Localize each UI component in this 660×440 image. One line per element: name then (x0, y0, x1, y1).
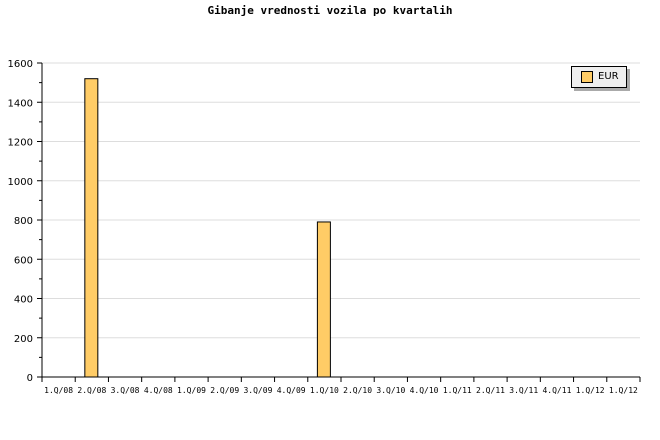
y-tick-label: 400 (14, 295, 33, 306)
y-tick-label: 600 (14, 255, 33, 266)
x-tick-label: 3.Q/08 (111, 386, 140, 395)
x-tick-label: 1.Q/08 (44, 386, 73, 395)
y-tick-label: 200 (14, 334, 33, 345)
x-tick-label: 4.Q/11 (542, 386, 571, 395)
y-tick-label: 800 (14, 216, 33, 227)
x-tick-label: 4.Q/08 (144, 386, 173, 395)
x-tick-label: 1.Q/11 (443, 386, 472, 395)
legend-swatch (581, 71, 593, 83)
bar (84, 78, 99, 378)
y-tick-label: 1200 (8, 138, 33, 149)
x-tick-label: 3.Q/09 (243, 386, 272, 395)
y-tick-label: 1400 (8, 98, 33, 109)
x-tick-label: 2.Q/09 (210, 386, 239, 395)
x-tick-label: 3.Q/11 (509, 386, 538, 395)
x-tick-label: 1.Q/10 (310, 386, 339, 395)
x-tick-label: 2.Q/11 (476, 386, 505, 395)
x-tick-label: 3.Q/10 (376, 386, 405, 395)
y-tick-label: 1600 (8, 59, 33, 70)
x-tick-label: 4.Q/09 (277, 386, 306, 395)
y-tick-label: 1000 (8, 177, 33, 188)
x-tick-label: 1.Q/09 (177, 386, 206, 395)
chart-title: Gibanje vrednosti vozila po kvartalih (207, 4, 453, 17)
legend-label: EUR (598, 71, 619, 82)
x-tick-label: 2.Q/10 (343, 386, 372, 395)
x-tick-label: 4.Q/10 (410, 386, 439, 395)
bar (316, 221, 331, 378)
x-tick-label: 1.Q/12 (609, 386, 638, 395)
y-tick-label: 0 (27, 373, 33, 384)
legend: EUR (571, 66, 627, 88)
x-tick-label: 1.Q/12 (576, 386, 605, 395)
x-tick-label: 2.Q/08 (77, 386, 106, 395)
